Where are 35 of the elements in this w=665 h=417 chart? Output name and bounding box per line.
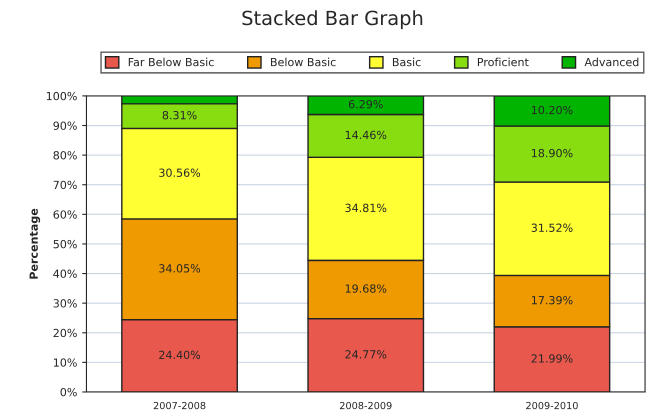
data-label: 19.68% xyxy=(346,284,386,293)
data-label: 24.40% xyxy=(159,350,200,360)
x-tick-label: 2007-2008 xyxy=(154,402,206,410)
data-label: 34.05% xyxy=(159,264,200,273)
y-tick-label: 90% xyxy=(53,121,77,130)
chart-title: Stacked Bar Graph xyxy=(242,10,422,30)
y-axis-title: Percentage xyxy=(30,208,40,279)
data-label: 14.46% xyxy=(346,130,386,140)
y-tick-label: 50% xyxy=(54,240,77,248)
data-label: 21.99% xyxy=(532,354,573,363)
y-tick-label: 10% xyxy=(54,358,77,367)
y-tick-label: 0% xyxy=(60,388,77,396)
data-label: 30.56% xyxy=(159,168,200,177)
legend-label: Basic xyxy=(392,58,421,66)
y-tick-label: 70% xyxy=(54,180,77,190)
data-label: 18.90% xyxy=(532,148,573,158)
y-tick-label: 60% xyxy=(54,210,77,219)
legend-label: Below Basic xyxy=(271,58,336,66)
data-label: 10.20% xyxy=(532,106,573,114)
data-label: 17.39% xyxy=(532,296,573,304)
y-tick-label: 80% xyxy=(53,151,77,160)
data-label: 31.52% xyxy=(532,224,573,232)
x-tick-label: 2009-2010 xyxy=(526,402,578,410)
data-label: 34.81% xyxy=(345,204,386,212)
legend-label: Proficient xyxy=(478,58,529,66)
x-tick-label: 2008-2009 xyxy=(340,402,392,410)
y-tick-label: 40% xyxy=(53,270,77,278)
y-tick-label: 100% xyxy=(46,92,77,100)
data-label: 8.31% xyxy=(162,110,197,120)
y-tick-label: 20% xyxy=(54,328,77,338)
legend-label: Far Below Basic xyxy=(128,58,214,66)
legend-label: Advanced xyxy=(584,58,638,66)
y-tick-label: 30% xyxy=(54,299,77,308)
data-label: 6.29% xyxy=(348,100,383,108)
data-label: 24.77% xyxy=(345,350,386,359)
